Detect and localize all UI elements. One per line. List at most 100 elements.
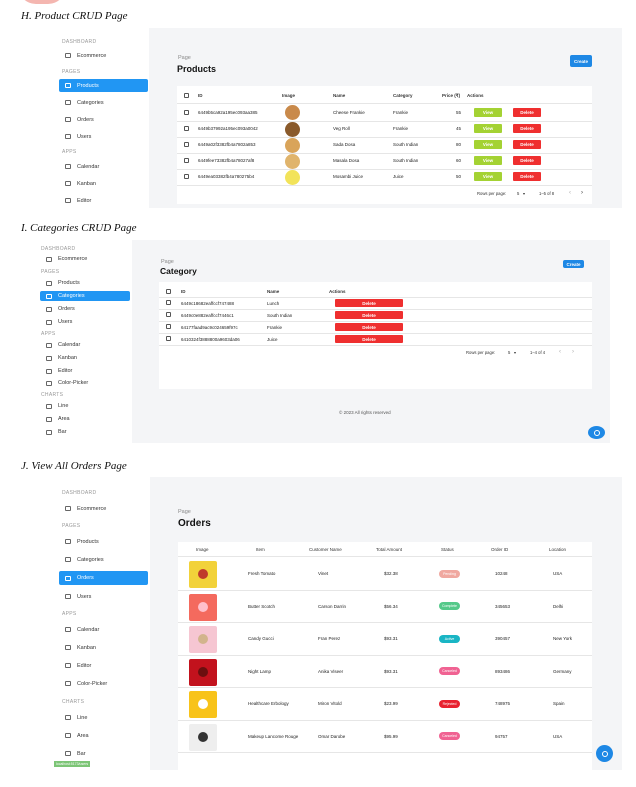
status-badge: Pending xyxy=(439,569,460,578)
products-table: ID Image Name Category Price (₹) Actions… xyxy=(177,86,592,204)
sidebar-item-label: Line xyxy=(58,403,69,409)
cell-price: 45 xyxy=(456,126,462,131)
header-price: Price (₹) xyxy=(442,93,461,98)
sidebar-item-editor[interactable]: Editor xyxy=(40,366,130,376)
sidebar-item-calendar[interactable]: Calendar xyxy=(59,624,147,635)
sidebar-item-line[interactable]: Line xyxy=(59,712,147,723)
delete-button[interactable]: Delete xyxy=(513,108,541,117)
sidebar-item-orders[interactable]: Orders xyxy=(40,304,130,314)
row-checkbox[interactable] xyxy=(166,312,171,317)
rows-per-page-select[interactable]: 5 xyxy=(508,350,511,355)
sidebar-item-products[interactable]: Products xyxy=(40,278,130,288)
sidebar-item-bar[interactable]: Bar xyxy=(40,427,130,437)
sidebar-item-categories[interactable]: Categories xyxy=(59,554,147,565)
sidebar: DASHBOARD Ecommerce PAGES Products Categ… xyxy=(34,240,132,443)
delete-button[interactable]: Delete xyxy=(335,323,403,331)
settings-gear-icon[interactable] xyxy=(596,745,613,762)
view-button[interactable]: View xyxy=(474,140,502,149)
select-all-checkbox[interactable] xyxy=(166,289,171,294)
page-title: Category xyxy=(160,266,197,276)
sidebar-item-calendar[interactable]: Calendar xyxy=(40,340,130,350)
select-all-checkbox[interactable] xyxy=(184,93,189,98)
sidebar-item-users[interactable]: Users xyxy=(59,131,147,142)
sidebar-item-bar[interactable]: Bar xyxy=(59,748,147,759)
row-checkbox[interactable] xyxy=(166,336,171,341)
sidebar-heading-pages: PAGES xyxy=(62,523,81,529)
sidebar-item-label: Users xyxy=(77,133,92,140)
row-checkbox[interactable] xyxy=(184,174,189,179)
sidebar-item-ecommerce[interactable]: Ecommerce xyxy=(40,254,130,264)
sidebar-item-color-picker[interactable]: Color-Picker xyxy=(59,678,147,689)
cell-order-id: 390457 xyxy=(495,636,511,642)
delete-button[interactable]: Delete xyxy=(335,311,403,319)
divider xyxy=(177,121,592,122)
sidebar-item-calendar[interactable]: Calendar xyxy=(59,161,147,172)
delete-button[interactable]: Delete xyxy=(513,124,541,133)
sidebar-item-users[interactable]: Users xyxy=(40,317,130,327)
previous-page-icon[interactable]: ‹ xyxy=(559,349,561,355)
view-button[interactable]: View xyxy=(474,108,502,117)
sidebar-item-kanban[interactable]: Kanban xyxy=(59,178,147,189)
view-button[interactable]: View xyxy=(474,172,502,181)
row-checkbox[interactable] xyxy=(184,110,189,115)
row-checkbox[interactable] xyxy=(184,158,189,163)
sidebar-item-categories[interactable]: Categories xyxy=(40,291,130,301)
edit-icon xyxy=(65,198,71,203)
sidebar-item-area[interactable]: Area xyxy=(59,730,147,741)
cell-order-id: 893486 xyxy=(495,668,511,674)
delete-button[interactable]: Delete xyxy=(335,299,403,307)
cell-item: Night Lamp xyxy=(248,668,272,674)
row-checkbox[interactable] xyxy=(184,142,189,147)
cell-location: Spain xyxy=(553,701,565,707)
delete-button[interactable]: Delete xyxy=(513,156,541,165)
sidebar-item-label: Products xyxy=(58,280,80,286)
view-button[interactable]: View xyxy=(474,124,502,133)
sidebar-heading-apps: APPS xyxy=(62,149,77,155)
edit-icon xyxy=(65,663,71,668)
row-checkbox[interactable] xyxy=(184,126,189,131)
sidebar-item-color-picker[interactable]: Color-Picker xyxy=(40,378,130,388)
chevron-down-icon: ▾ xyxy=(514,350,517,355)
sidebar-item-area[interactable]: Area xyxy=(40,414,130,424)
rows-per-page-select[interactable]: 5 xyxy=(517,191,520,196)
delete-button[interactable]: Delete xyxy=(335,335,403,343)
cell-id: 6410324f3888800a9603da06 xyxy=(181,337,240,342)
cell-amount: $23.99 xyxy=(384,701,398,707)
delete-button[interactable]: Delete xyxy=(513,140,541,149)
product-image xyxy=(285,170,300,185)
sidebar-item-ecommerce[interactable]: Ecommerce xyxy=(59,503,147,514)
next-page-icon[interactable]: › xyxy=(572,349,574,355)
page-label: Page xyxy=(161,259,174,265)
previous-page-icon[interactable]: ‹ xyxy=(569,190,571,196)
next-page-icon[interactable]: › xyxy=(581,190,583,196)
product-image xyxy=(189,723,217,751)
sidebar-item-editor[interactable]: Editor xyxy=(59,195,147,206)
sidebar-item-label: Bar xyxy=(77,750,86,757)
sidebar-item-line[interactable]: Line xyxy=(40,401,130,411)
delete-button[interactable]: Delete xyxy=(513,172,541,181)
view-button[interactable]: View xyxy=(474,156,502,165)
sidebar-item-orders[interactable]: Orders xyxy=(59,114,147,125)
cell-amount: $32.38 xyxy=(384,571,398,577)
sidebar-item-ecommerce[interactable]: Ecommerce xyxy=(59,50,147,61)
sidebar-item-kanban[interactable]: Kanban xyxy=(40,353,130,363)
sidebar-item-categories[interactable]: Categories xyxy=(59,97,147,108)
page-title: Products xyxy=(177,64,217,74)
settings-gear-icon[interactable] xyxy=(588,426,605,439)
sidebar-item-products[interactable]: Products xyxy=(59,536,147,547)
sidebar-item-label: Ecommerce xyxy=(77,52,107,59)
row-checkbox[interactable] xyxy=(166,300,171,305)
header-actions: Actions xyxy=(329,289,346,294)
row-checkbox[interactable] xyxy=(166,324,171,329)
create-button[interactable]: Create xyxy=(570,55,592,67)
sidebar-item-users[interactable]: Users xyxy=(59,591,147,602)
dashboard-icon xyxy=(46,256,52,262)
create-button[interactable]: Create xyxy=(563,260,584,268)
sidebar-item-products[interactable]: Products xyxy=(59,79,148,92)
category-icon xyxy=(65,557,71,562)
cell-customer: Miron Vitold xyxy=(318,701,342,707)
sidebar-item-kanban[interactable]: Kanban xyxy=(59,642,147,653)
cell-name: Lunch xyxy=(267,301,280,306)
sidebar-item-editor[interactable]: Editor xyxy=(59,660,147,671)
sidebar-item-orders[interactable]: Orders xyxy=(59,571,148,585)
